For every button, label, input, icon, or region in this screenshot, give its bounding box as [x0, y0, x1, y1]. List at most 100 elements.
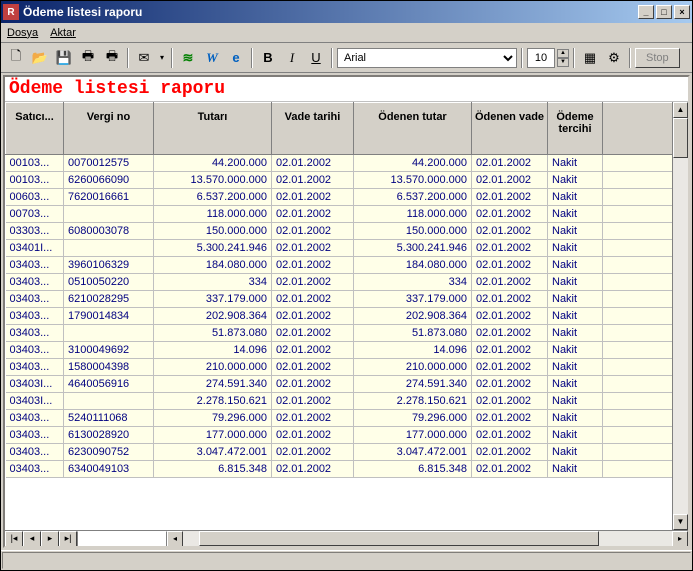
cell-odenen-vade[interactable]: 02.01.2002	[472, 325, 548, 342]
cell-vergi[interactable]: 6230090752	[64, 444, 154, 461]
cell-tercih[interactable]: Nakit	[548, 461, 603, 478]
word-icon[interactable]: W	[201, 47, 223, 69]
cell-vade[interactable]: 02.01.2002	[272, 461, 354, 478]
cell-tutar[interactable]: 2.278.150.621	[154, 393, 272, 410]
cell-tercih[interactable]: Nakit	[548, 257, 603, 274]
save-icon[interactable]: 💾	[53, 47, 75, 69]
cell-odenen-tutar[interactable]: 334	[354, 274, 472, 291]
cell-vade[interactable]: 02.01.2002	[272, 206, 354, 223]
scroll-right-icon[interactable]: ▸	[672, 531, 688, 547]
nav-prev-icon[interactable]: ◂	[23, 531, 41, 547]
cell-odenen-tutar[interactable]: 2.278.150.621	[354, 393, 472, 410]
cell-vade[interactable]: 02.01.2002	[272, 240, 354, 257]
table-row[interactable]: 03303...6080003078150.000.00002.01.20021…	[6, 223, 688, 240]
cell-odenen-vade[interactable]: 02.01.2002	[472, 342, 548, 359]
cell-vade[interactable]: 02.01.2002	[272, 155, 354, 172]
cell-odenen-vade[interactable]: 02.01.2002	[472, 427, 548, 444]
cell-vade[interactable]: 02.01.2002	[272, 274, 354, 291]
cell-odenen-vade[interactable]: 02.01.2002	[472, 206, 548, 223]
cell-tutar[interactable]: 6.537.200.000	[154, 189, 272, 206]
cell-satici[interactable]: 03403...	[6, 291, 64, 308]
grid-icon[interactable]: ▦	[579, 47, 601, 69]
cell-odenen-vade[interactable]: 02.01.2002	[472, 410, 548, 427]
cell-vade[interactable]: 02.01.2002	[272, 376, 354, 393]
cell-odenen-tutar[interactable]: 210.000.000	[354, 359, 472, 376]
font-size-spinner[interactable]: ▲▼	[557, 49, 569, 67]
cell-tercih[interactable]: Nakit	[548, 223, 603, 240]
cell-satici[interactable]: 03403...	[6, 410, 64, 427]
cell-tutar[interactable]: 202.908.364	[154, 308, 272, 325]
scroll-up-icon[interactable]: ▲	[673, 102, 688, 118]
cell-tutar[interactable]: 14.096	[154, 342, 272, 359]
cell-tercih[interactable]: Nakit	[548, 240, 603, 257]
print-icon[interactable]: 🖶	[77, 47, 99, 69]
menu-dosya[interactable]: Dosya	[7, 27, 38, 39]
cell-vade[interactable]: 02.01.2002	[272, 342, 354, 359]
cell-odenen-tutar[interactable]: 150.000.000	[354, 223, 472, 240]
cell-vergi[interactable]: 6130028920	[64, 427, 154, 444]
col-header-vade[interactable]: Vade tarihi	[272, 103, 354, 155]
cell-vergi[interactable]: 1790014834	[64, 308, 154, 325]
scroll-track[interactable]	[673, 118, 688, 514]
table-row[interactable]: 03403...310004969214.09602.01.200214.096…	[6, 342, 688, 359]
cell-odenen-vade[interactable]: 02.01.2002	[472, 291, 548, 308]
cell-vergi[interactable]	[64, 325, 154, 342]
hscroll-thumb[interactable]	[199, 531, 599, 546]
cell-tutar[interactable]: 6.815.348	[154, 461, 272, 478]
cell-satici[interactable]: 03403...	[6, 359, 64, 376]
cell-tercih[interactable]: Nakit	[548, 393, 603, 410]
cell-tercih[interactable]: Nakit	[548, 427, 603, 444]
cell-odenen-vade[interactable]: 02.01.2002	[472, 274, 548, 291]
nav-last-icon[interactable]: ▸|	[59, 531, 77, 547]
excel-icon[interactable]: ≋	[177, 47, 199, 69]
cell-tutar[interactable]: 44.200.000	[154, 155, 272, 172]
cell-odenen-vade[interactable]: 02.01.2002	[472, 359, 548, 376]
table-row[interactable]: 03403...051005022033402.01.200233402.01.…	[6, 274, 688, 291]
maximize-button[interactable]: □	[656, 5, 672, 19]
cell-tercih[interactable]: Nakit	[548, 291, 603, 308]
cell-odenen-tutar[interactable]: 177.000.000	[354, 427, 472, 444]
open-icon[interactable]: 📂	[29, 47, 51, 69]
col-header-tutar[interactable]: Tutarı	[154, 103, 272, 155]
col-header-vergi[interactable]: Vergi no	[64, 103, 154, 155]
cell-odenen-tutar[interactable]: 51.873.080	[354, 325, 472, 342]
cell-satici[interactable]: 03303...	[6, 223, 64, 240]
table-row[interactable]: 03401I...5.300.241.94602.01.20025.300.24…	[6, 240, 688, 257]
horizontal-scrollbar[interactable]: |◂ ◂ ▸ ▸| ◂ ▸	[5, 530, 688, 546]
cell-tutar[interactable]: 177.000.000	[154, 427, 272, 444]
cell-vergi[interactable]: 6210028295	[64, 291, 154, 308]
font-family-select[interactable]: Arial	[337, 48, 517, 68]
cell-tercih[interactable]: Nakit	[548, 189, 603, 206]
cell-odenen-tutar[interactable]: 5.300.241.946	[354, 240, 472, 257]
cell-vade[interactable]: 02.01.2002	[272, 444, 354, 461]
minimize-button[interactable]: _	[638, 5, 654, 19]
cell-odenen-tutar[interactable]: 184.080.000	[354, 257, 472, 274]
cell-satici[interactable]: 03403...	[6, 461, 64, 478]
cell-vergi[interactable]: 0070012575	[64, 155, 154, 172]
cell-tercih[interactable]: Nakit	[548, 172, 603, 189]
cell-odenen-tutar[interactable]: 202.908.364	[354, 308, 472, 325]
table-row[interactable]: 03403...3960106329184.080.00002.01.20021…	[6, 257, 688, 274]
cell-odenen-tutar[interactable]: 118.000.000	[354, 206, 472, 223]
cell-tutar[interactable]: 334	[154, 274, 272, 291]
cell-satici[interactable]: 00603...	[6, 189, 64, 206]
cell-tutar[interactable]: 150.000.000	[154, 223, 272, 240]
options-icon[interactable]: ⚙	[603, 47, 625, 69]
table-row[interactable]: 03403I...2.278.150.62102.01.20022.278.15…	[6, 393, 688, 410]
cell-odenen-tutar[interactable]: 6.815.348	[354, 461, 472, 478]
cell-vergi[interactable]	[64, 393, 154, 410]
cell-satici[interactable]: 00103...	[6, 172, 64, 189]
col-header-satici[interactable]: Satıcı...	[6, 103, 64, 155]
table-row[interactable]: 03403...1790014834202.908.36402.01.20022…	[6, 308, 688, 325]
cell-vergi[interactable]	[64, 206, 154, 223]
sheet-tab[interactable]	[77, 531, 167, 547]
cell-tutar[interactable]: 51.873.080	[154, 325, 272, 342]
cell-vergi[interactable]: 3960106329	[64, 257, 154, 274]
cell-odenen-vade[interactable]: 02.01.2002	[472, 461, 548, 478]
cell-vergi[interactable]: 7620016661	[64, 189, 154, 206]
table-row[interactable]: 00703...118.000.00002.01.2002118.000.000…	[6, 206, 688, 223]
cell-tercih[interactable]: Nakit	[548, 155, 603, 172]
cell-satici[interactable]: 03403...	[6, 444, 64, 461]
table-row[interactable]: 03403...6210028295337.179.00002.01.20023…	[6, 291, 688, 308]
cell-satici[interactable]: 03403...	[6, 325, 64, 342]
